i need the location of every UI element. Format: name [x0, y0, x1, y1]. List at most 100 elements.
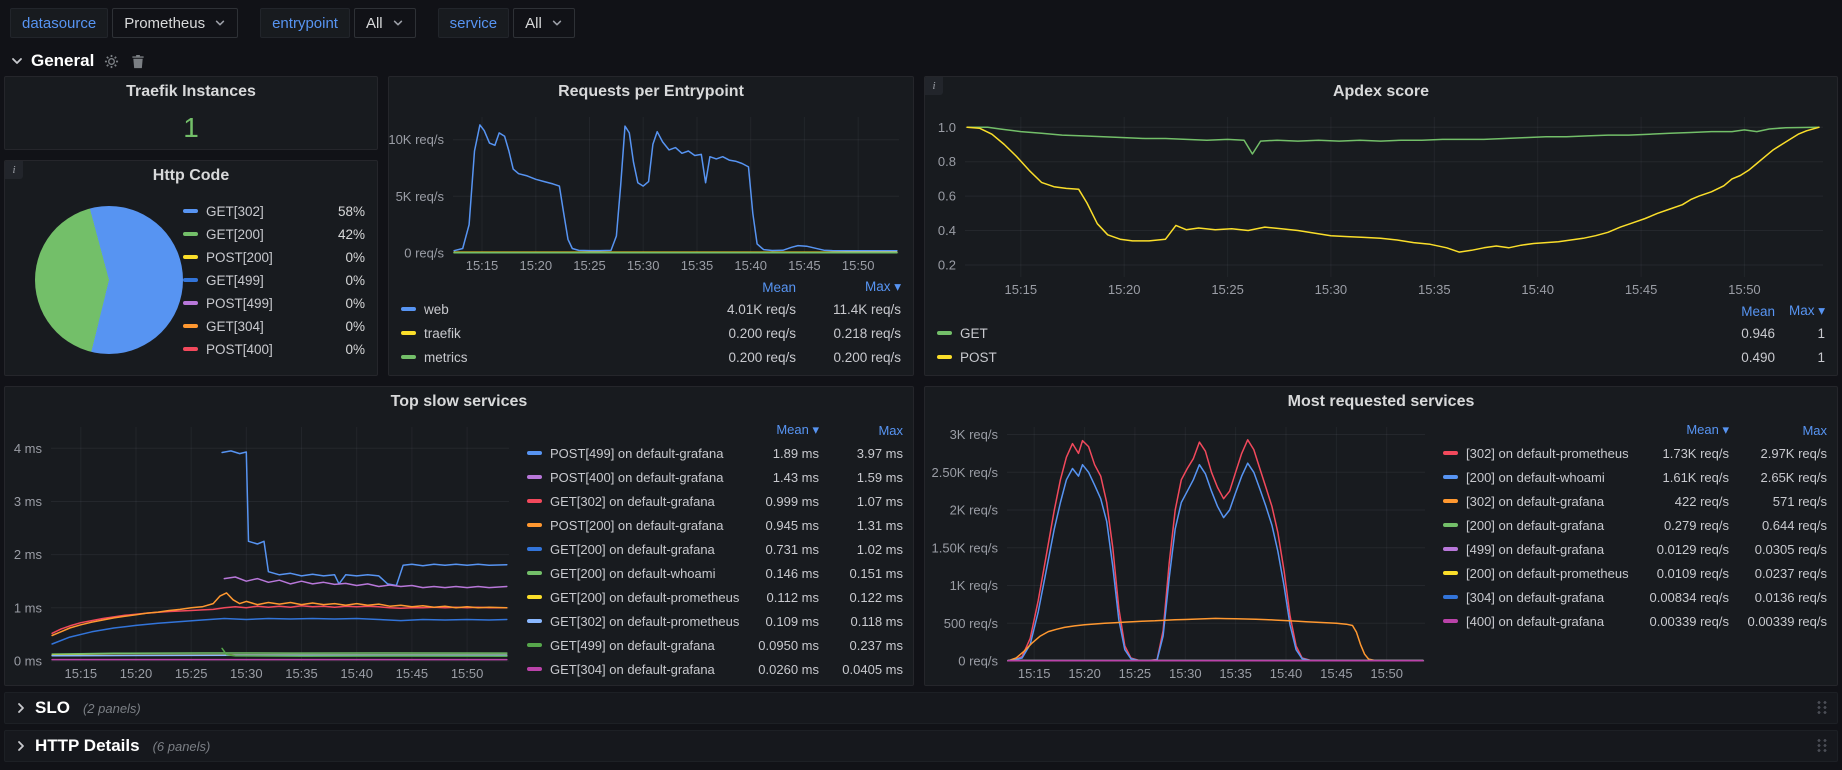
trash-icon[interactable] [128, 51, 148, 71]
legend-mean-header[interactable]: Mean [1741, 303, 1775, 319]
info-icon[interactable]: i [5, 161, 23, 179]
legend-item[interactable]: traefik 0.200 req/s 0.218 req/s [401, 321, 901, 345]
variable-dropdown[interactable]: All [353, 8, 416, 38]
legend-item[interactable]: GET[304] 0% [183, 315, 365, 338]
svg-text:10K req/s: 10K req/s [389, 132, 444, 147]
panel-title[interactable]: Apdex score [1332, 83, 1430, 100]
panel-title[interactable]: Most requested services [1287, 393, 1475, 410]
legend-label: POST[499] [206, 295, 273, 311]
pie-chart-area: GET[302] 58% GET[200] 42% [5, 191, 377, 375]
top-slow-services-chart[interactable]: 15:15 15:20 15:25 15:30 15:35 15:40 15:45 15:50… [5, 417, 523, 685]
legend-item[interactable]: POST 0.490 1 [937, 345, 1825, 369]
svg-text:2 ms: 2 ms [14, 547, 43, 562]
svg-text:2K req/s: 2K req/s [950, 503, 999, 518]
legend-mean-value: 0.945 ms [765, 517, 819, 533]
row-title: SLO [35, 698, 70, 717]
legend-label: [302] on default-prometheus [1466, 445, 1629, 461]
apdex-score-chart[interactable]: 15:15 15:20 15:25 15:30 15:35 15:40 15:45 15:50… [925, 107, 1837, 301]
legend-max-value: 2.97K req/s [1760, 445, 1828, 461]
legend-item[interactable]: POST[400] on default-grafana 1.43 ms 1.5… [527, 465, 903, 489]
series-color-swatch [183, 347, 198, 351]
most-requested-services-chart[interactable]: 15:15 15:20 15:25 15:30 15:35 15:40 15:45 15:50… [925, 417, 1439, 685]
legend-item[interactable]: GET[302] on default-grafana 0.999 ms 1.0… [527, 489, 903, 513]
svg-text:0.4: 0.4 [938, 223, 956, 238]
legend-item[interactable]: GET[499] 0% [183, 269, 365, 292]
legend-item[interactable]: [200] on default-grafana 0.279 req/s 0.6… [1443, 513, 1827, 537]
row-http-details[interactable]: HTTP Details (6 panels) [4, 730, 1838, 762]
legend-item[interactable]: metrics 0.200 req/s 0.200 req/s [401, 345, 901, 369]
legend-max-header[interactable]: Max ▾ [864, 279, 901, 294]
svg-text:15:50: 15:50 [451, 666, 484, 681]
legend-label: GET[302] on default-prometheus [550, 613, 740, 629]
legend-mean-header[interactable]: Mean ▾ [776, 422, 819, 437]
legend-item[interactable]: GET[304] on default-grafana 0.0260 ms 0.… [527, 657, 903, 681]
drag-handle[interactable] [1816, 738, 1828, 754]
legend-label: GET[200] on default-whoami [550, 565, 716, 581]
svg-text:15:45: 15:45 [1320, 666, 1353, 681]
svg-text:15:50: 15:50 [1370, 666, 1403, 681]
legend-max-value: 571 req/s [1772, 493, 1827, 509]
svg-text:500 req/s: 500 req/s [944, 616, 999, 631]
legend-value: 0% [345, 295, 365, 311]
legend-mean-value: 1.89 ms [772, 445, 819, 461]
legend-item[interactable]: [302] on default-grafana 422 req/s 571 r… [1443, 489, 1827, 513]
panel-title[interactable]: Traefik Instances [126, 83, 256, 100]
legend-item[interactable]: GET[200] on default-grafana 0.731 ms 1.0… [527, 537, 903, 561]
legend-label: [304] on default-grafana [1466, 589, 1605, 605]
legend-item[interactable]: web 4.01K req/s 11.4K req/s [401, 297, 901, 321]
legend-max-value: 0.0136 req/s [1754, 589, 1827, 605]
legend-item[interactable]: GET[200] 42% [183, 223, 365, 246]
legend-item[interactable]: GET[302] on default-prometheus 0.109 ms … [527, 609, 903, 633]
row-panel-count: (2 panels) [82, 700, 141, 716]
drag-handle[interactable] [1816, 700, 1828, 716]
legend-label: [200] on default-prometheus [1466, 565, 1629, 581]
legend-label: GET[499] [206, 272, 264, 288]
info-icon[interactable]: i [925, 77, 943, 95]
legend-item[interactable]: POST[499] on default-grafana 1.89 ms 3.9… [527, 441, 903, 465]
http-code-pie-chart[interactable] [35, 206, 183, 354]
pie-legend: GET[302] 58% GET[200] 42% [183, 200, 369, 361]
legend-item[interactable]: POST[400] 0% [183, 338, 365, 361]
legend-item[interactable]: POST[499] 0% [183, 292, 365, 315]
legend-item[interactable]: POST[200] 0% [183, 246, 365, 269]
legend-item[interactable]: [499] on default-grafana 0.0129 req/s 0.… [1443, 537, 1827, 561]
panel-title[interactable]: Requests per Entrypoint [558, 83, 744, 100]
variables: datasource Prometheus entrypoint All ser… [10, 8, 575, 38]
legend-max-header[interactable]: Max [878, 422, 903, 438]
svg-text:15:45: 15:45 [396, 666, 429, 681]
panel-title[interactable]: Top slow services [390, 393, 528, 410]
panel-most-requested-services: Most requested services 15:15 15:20 15:25 1… [924, 386, 1838, 686]
legend-item[interactable]: GET[499] on default-grafana 0.0950 ms 0.… [527, 633, 903, 657]
requests-per-entrypoint-chart[interactable]: 15:15 15:20 15:25 15:30 15:35 15:40 15:45 15:50… [389, 107, 913, 277]
row-slo[interactable]: SLO (2 panels) [4, 692, 1838, 724]
legend-mean-value: 1.43 ms [772, 469, 819, 485]
svg-text:0 req/s: 0 req/s [958, 654, 998, 669]
legend-mean-header[interactable]: Mean ▾ [1686, 422, 1729, 437]
chevron-down-icon [393, 20, 402, 26]
series-color-swatch [1443, 499, 1458, 503]
svg-text:1 ms: 1 ms [14, 600, 43, 615]
legend-item[interactable]: [302] on default-prometheus 1.73K req/s … [1443, 441, 1827, 465]
variable-dropdown[interactable]: Prometheus [112, 8, 239, 38]
gear-icon[interactable] [101, 51, 121, 71]
legend-item[interactable]: [200] on default-prometheus 0.0109 req/s… [1443, 561, 1827, 585]
legend-max-value: 1 [1817, 325, 1825, 341]
series-color-swatch [1443, 523, 1458, 527]
legend-item[interactable]: [200] on default-whoami 1.61K req/s 2.65… [1443, 465, 1827, 489]
legend-mean-header[interactable]: Mean [762, 279, 796, 295]
legend-item[interactable]: GET[200] on default-prometheus 0.112 ms … [527, 585, 903, 609]
variable-dropdown[interactable]: All [513, 8, 575, 38]
row-collapse-toggle[interactable] [10, 54, 24, 68]
legend-item[interactable]: POST[200] on default-grafana 0.945 ms 1.… [527, 513, 903, 537]
legend-item[interactable]: [304] on default-grafana 0.00834 req/s 0… [1443, 585, 1827, 609]
legend-item[interactable]: GET 0.946 1 [937, 321, 1825, 345]
legend-item[interactable]: GET[302] 58% [183, 200, 365, 223]
legend-item[interactable]: [400] on default-grafana 0.00339 req/s 0… [1443, 609, 1827, 633]
legend-max-header[interactable]: Max ▾ [1788, 303, 1825, 318]
legend-max-header[interactable]: Max [1802, 422, 1827, 438]
svg-text:1.0: 1.0 [938, 120, 956, 135]
legend-max-value: 3.97 ms [856, 445, 903, 461]
legend-item[interactable]: GET[200] on default-whoami 0.146 ms 0.15… [527, 561, 903, 585]
row-title[interactable]: General [31, 51, 95, 70]
panel-title[interactable]: Http Code [152, 167, 230, 184]
